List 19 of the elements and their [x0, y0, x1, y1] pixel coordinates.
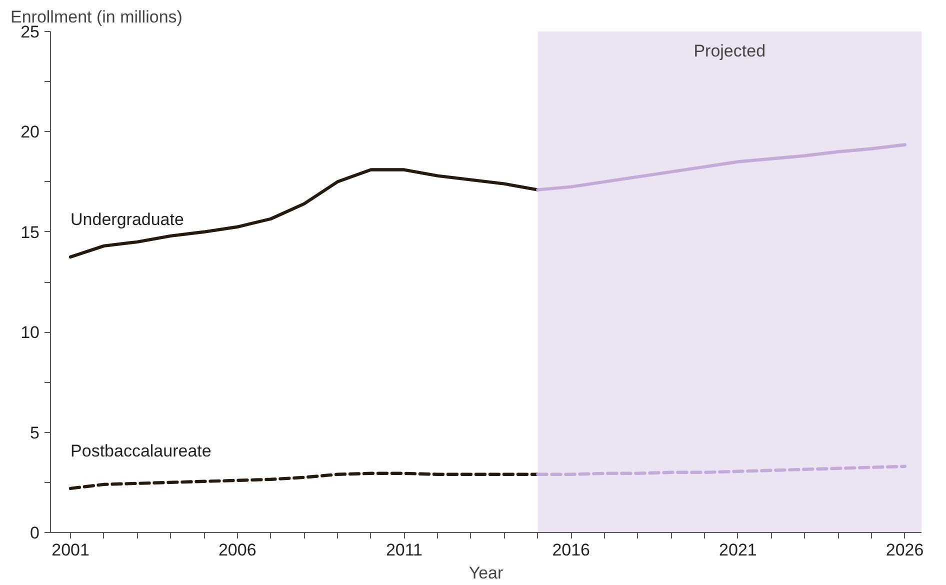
series-label: Postbaccalaureate — [70, 441, 212, 460]
line-series — [68, 472, 540, 490]
y-tick-label: 0 — [30, 524, 40, 542]
line-series — [68, 168, 540, 259]
x-tick-label: 2026 — [886, 540, 924, 560]
x-tick-label: 2016 — [552, 540, 590, 560]
x-tick-label: 2006 — [218, 540, 256, 560]
line-series — [536, 464, 906, 476]
y-tick-label: 5 — [30, 423, 40, 442]
x-tick-label: 2001 — [52, 540, 90, 560]
x-tick-label: 2011 — [386, 540, 423, 560]
band-label: Projected — [694, 42, 766, 60]
x-axis-title: Year — [468, 564, 504, 582]
y-tick-label: 20 — [20, 122, 40, 142]
x-tick-label: 2021 — [719, 540, 757, 560]
y-tick-label: 15 — [20, 222, 40, 242]
line-series — [536, 143, 906, 192]
series-label: Undergraduate — [70, 210, 184, 229]
y-tick-label: 10 — [20, 323, 40, 342]
